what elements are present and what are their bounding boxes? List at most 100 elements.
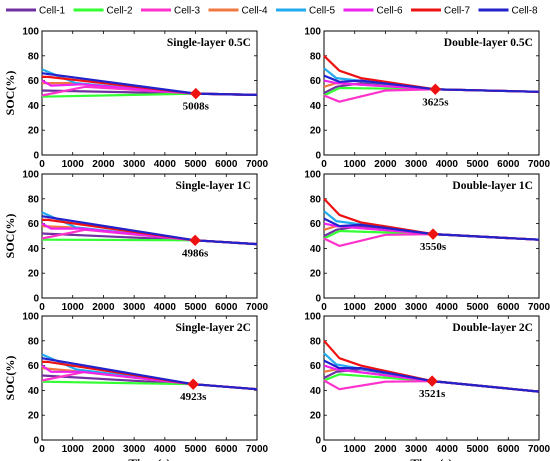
x-tick-label: 4000 <box>436 444 459 455</box>
x-tick-label: 1000 <box>344 302 367 313</box>
x-tick-label: 6000 <box>215 444 238 455</box>
legend-label-cell-5: Cell-5 <box>309 6 336 17</box>
convergence-marker <box>189 234 201 247</box>
panel-title: Double-layer 1C <box>452 180 533 192</box>
x-tick-label: 6000 <box>497 302 520 313</box>
convergence-label: 3625s <box>422 96 449 108</box>
x-tick-label: 7000 <box>246 159 269 170</box>
x-tick-label: 0 <box>39 159 45 170</box>
y-tick-label: 20 <box>310 411 322 422</box>
y-tick-label: 40 <box>310 386 322 397</box>
y-tick-label: 60 <box>28 361 40 372</box>
x-tick-label: 5000 <box>184 302 207 313</box>
panel-title: Single-layer 0.5C <box>167 37 251 49</box>
convergence-marker <box>187 378 199 390</box>
y-tick-label: 80 <box>28 336 40 347</box>
x-tick-label: 6000 <box>497 159 520 170</box>
x-tick-label: 7000 <box>246 302 269 313</box>
y-tick-label: 80 <box>28 51 40 62</box>
x-tick-label: 5000 <box>466 159 489 170</box>
convergence-label: 5008s <box>183 101 210 113</box>
series-line-cell-8 <box>323 74 540 93</box>
x-tick-label: 0 <box>321 302 327 313</box>
x-tick-label: 6000 <box>215 302 238 313</box>
convergence-label: 4923s <box>180 391 207 403</box>
x-axis-label: Time(s) <box>410 456 452 461</box>
y-tick-label: 20 <box>310 126 322 137</box>
x-tick-label: 4000 <box>154 159 177 170</box>
panel-title: Single-layer 1C <box>176 180 252 192</box>
x-tick-label: 3000 <box>405 159 428 170</box>
x-tick-label: 7000 <box>528 302 550 313</box>
y-tick-label: 0 <box>315 151 321 162</box>
x-tick-label: 1000 <box>62 302 85 313</box>
legend-label-cell-4: Cell-4 <box>242 6 269 17</box>
x-tick-label: 1000 <box>344 159 367 170</box>
legend-label-cell-3: Cell-3 <box>174 6 201 17</box>
y-tick-label: 0 <box>33 151 39 162</box>
y-tick-label: 60 <box>310 219 322 230</box>
legend-label-cell-7: Cell-7 <box>444 6 471 17</box>
y-tick-label: 40 <box>28 101 40 112</box>
y-tick-label: 100 <box>304 170 321 181</box>
chart-panel-1: 0 1000 2000 3000 4000 5000 6000 7000 0 20 40 60 80 10… <box>3 27 269 171</box>
x-tick-label: 4000 <box>154 444 177 455</box>
convergence-label: 3521s <box>419 388 446 400</box>
y-tick-label: 60 <box>28 76 40 87</box>
x-tick-label: 0 <box>321 159 327 170</box>
legend-label-cell-8: Cell-8 <box>512 6 539 17</box>
convergence-label: 4986s <box>182 247 209 259</box>
x-tick-label: 6000 <box>215 159 238 170</box>
y-tick-label: 80 <box>28 194 40 205</box>
legend-label-cell-6: Cell-6 <box>377 6 404 17</box>
y-tick-label: 20 <box>28 269 40 280</box>
x-tick-label: 7000 <box>528 444 550 455</box>
y-tick-label: 60 <box>310 76 322 87</box>
legend: Cell-1 Cell-2 Cell-3 Cell-4 Cell-5 Cell-6 Cell… <box>6 6 538 17</box>
x-tick-label: 7000 <box>246 444 269 455</box>
y-tick-label: 100 <box>22 170 39 181</box>
y-tick-label: 0 <box>315 294 321 305</box>
x-axis-label: Time(s) <box>128 456 170 461</box>
x-tick-label: 3000 <box>405 302 428 313</box>
x-tick-label: 2000 <box>374 302 397 313</box>
x-tick-label: 3000 <box>123 159 146 170</box>
x-tick-label: 3000 <box>405 444 428 455</box>
convergence-label: 3550s <box>420 241 447 253</box>
legend-label-cell-1: Cell-1 <box>39 6 66 17</box>
y-tick-label: 100 <box>304 27 321 38</box>
y-tick-label: 0 <box>315 436 321 447</box>
y-tick-label: 40 <box>28 244 40 255</box>
y-tick-label: 100 <box>22 312 39 323</box>
y-tick-label: 40 <box>28 386 40 397</box>
y-tick-label: 20 <box>28 411 40 422</box>
x-tick-label: 5000 <box>466 444 489 455</box>
panel-title: Double-layer 0.5C <box>444 37 533 49</box>
x-tick-label: 5000 <box>466 302 489 313</box>
y-tick-label: 100 <box>22 27 39 38</box>
x-tick-label: 5000 <box>184 159 207 170</box>
panel-title: Double-layer 2C <box>452 322 533 334</box>
x-tick-label: 2000 <box>92 159 115 170</box>
x-tick-label: 2000 <box>374 159 397 170</box>
x-tick-label: 7000 <box>528 159 550 170</box>
x-tick-label: 5000 <box>184 444 207 455</box>
y-tick-label: 60 <box>28 219 40 230</box>
y-tick-label: 20 <box>28 126 40 137</box>
chart-panel-6: 0 1000 2000 3000 4000 5000 6000 7000 0 20 40 60 80 10… <box>304 312 550 461</box>
series-line-cell-8 <box>323 217 540 241</box>
y-tick-label: 80 <box>310 51 322 62</box>
panel-title: Single-layer 2C <box>176 322 252 334</box>
x-tick-label: 4000 <box>154 302 177 313</box>
chart-panel-5: 0 1000 2000 3000 4000 5000 6000 7000 0 20 40 60 80 10… <box>3 312 269 461</box>
y-axis-label: SOC(%) <box>3 214 17 259</box>
x-tick-label: 3000 <box>123 444 146 455</box>
plot-frame <box>323 30 540 156</box>
y-tick-label: 100 <box>304 312 321 323</box>
legend-label-cell-2: Cell-2 <box>107 6 134 17</box>
x-tick-label: 1000 <box>344 444 367 455</box>
chart-panel-2: 0 1000 2000 3000 4000 5000 6000 7000 0 20 40 60 80 10… <box>304 27 550 171</box>
convergence-marker <box>429 83 442 95</box>
y-axis-label: SOC(%) <box>3 71 17 116</box>
